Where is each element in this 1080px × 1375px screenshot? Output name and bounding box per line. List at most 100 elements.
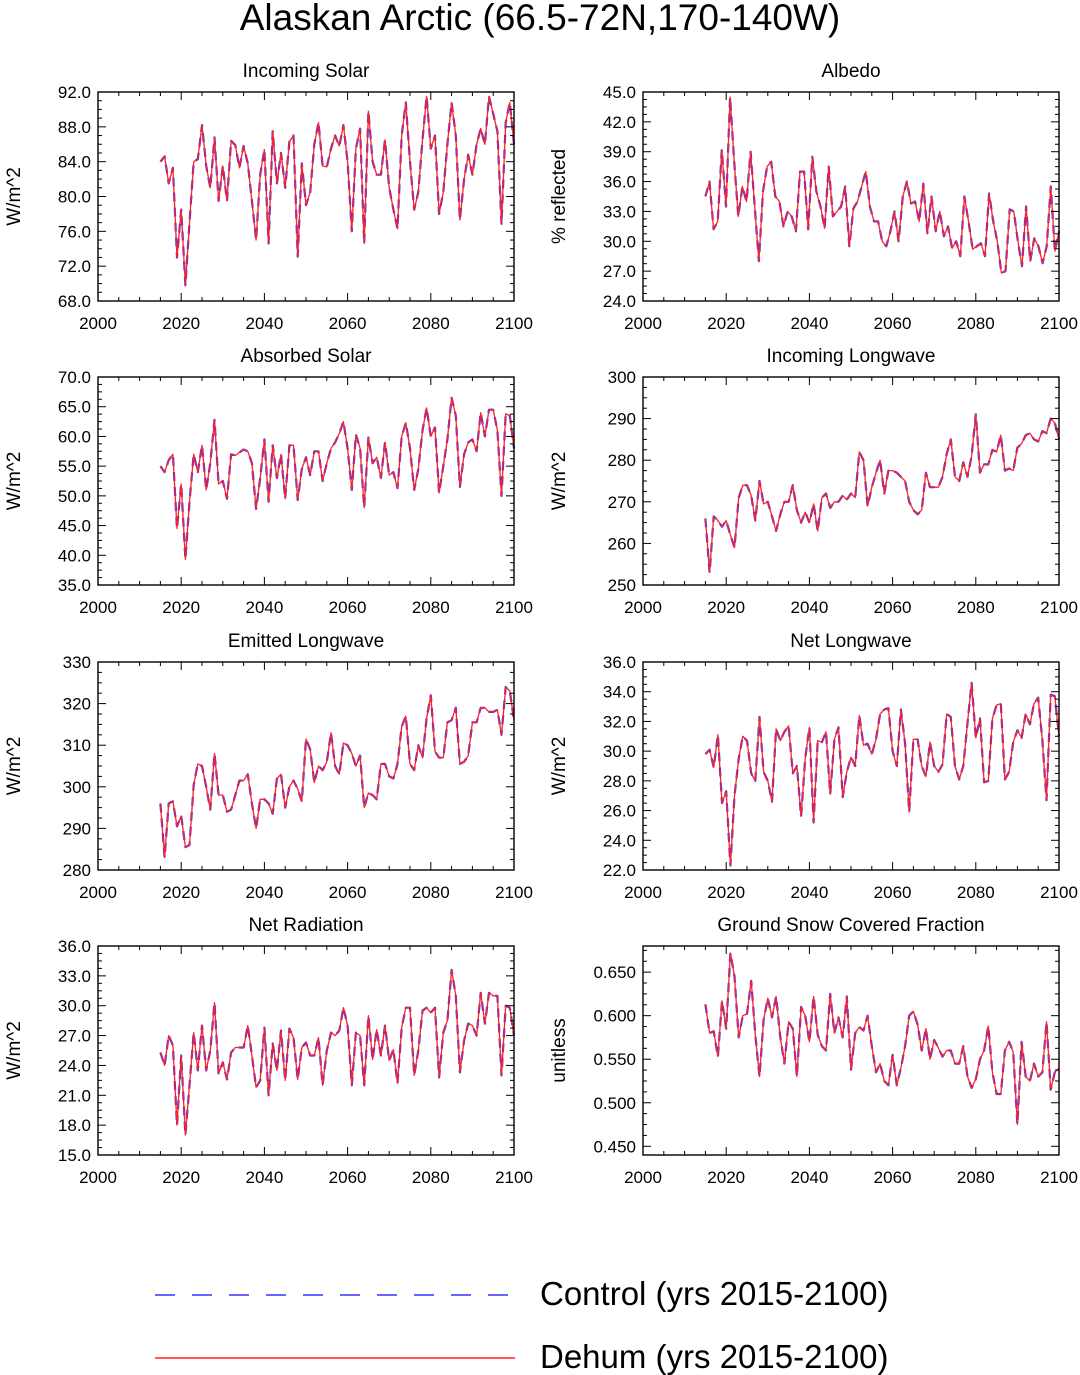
- panel-1: 2000 2020 2040 2060 2080 2100 24.0 27.0 30.0 33.0…: [549, 61, 1078, 333]
- series-line-dehum: [704, 952, 1060, 1126]
- y-tick-label: 50.0: [58, 487, 91, 506]
- series-line-dehum: [704, 682, 1060, 867]
- y-tick-label: 330: [63, 653, 91, 672]
- panel-title: Net Longwave: [790, 631, 911, 652]
- x-tick-label: 2100: [1040, 883, 1078, 902]
- y-axis-label: W/m^2: [4, 452, 25, 511]
- y-tick-label: 68.0: [58, 292, 91, 311]
- panel-7: 2000 2020 2040 2060 2080 2100 0.450 0.500 0.550 0…: [549, 915, 1078, 1187]
- y-tick-label: 300: [63, 778, 91, 797]
- x-tick-label: 2020: [707, 314, 745, 333]
- y-tick-label: 260: [608, 534, 636, 553]
- x-tick-label: 2020: [162, 314, 200, 333]
- panel-2: 2000 2020 2040 2060 2080 2100 35.0 40.0 45.0 50.0…: [4, 346, 533, 617]
- x-tick-label: 2020: [162, 598, 200, 617]
- y-tick-label: 55.0: [58, 457, 91, 476]
- x-tick-label: 2040: [245, 883, 283, 902]
- y-axis-label: % reflected: [549, 149, 570, 244]
- x-tick-label: 2040: [245, 1168, 283, 1187]
- x-tick-label: 2100: [1040, 314, 1078, 333]
- x-tick-label: 2020: [707, 598, 745, 617]
- y-tick-label: 24.0: [603, 292, 636, 311]
- series-line-control: [159, 968, 516, 1137]
- x-tick-label: 2020: [707, 1168, 745, 1187]
- x-tick-label: 2060: [874, 1168, 912, 1187]
- y-tick-label: 60.0: [58, 427, 91, 446]
- y-axis-label: W/m^2: [549, 737, 570, 796]
- x-tick-label: 2100: [495, 883, 533, 902]
- x-tick-label: 2080: [412, 598, 450, 617]
- y-tick-label: 35.0: [58, 576, 91, 595]
- x-tick-label: 2060: [874, 883, 912, 902]
- series-line-control: [704, 681, 1061, 867]
- x-tick-label: 2060: [329, 883, 367, 902]
- y-tick-label: 24.0: [603, 831, 636, 850]
- plot-frame: [97, 661, 515, 871]
- x-tick-label: 2080: [412, 1168, 450, 1187]
- y-tick-label: 39.0: [603, 143, 636, 162]
- y-tick-label: 290: [608, 410, 636, 429]
- y-tick-label: 36.0: [603, 173, 636, 192]
- y-tick-label: 0.500: [593, 1094, 636, 1113]
- y-tick-label: 27.0: [58, 1027, 91, 1046]
- y-tick-label: 22.0: [603, 861, 636, 880]
- panel-title: Ground Snow Covered Fraction: [717, 915, 984, 936]
- panel-3: 2000 2020 2040 2060 2080 2100 250 260 270 280 290 3…: [549, 346, 1078, 617]
- series-line-dehum: [704, 413, 1060, 574]
- x-tick-label: 2100: [495, 1168, 533, 1187]
- panel-title: Incoming Solar: [243, 61, 370, 82]
- y-tick-label: 34.0: [603, 683, 636, 702]
- series-line-dehum: [159, 95, 515, 286]
- y-axis-label: W/m^2: [4, 1021, 25, 1080]
- y-axis-label: W/m^2: [549, 452, 570, 511]
- y-tick-label: 88.0: [58, 118, 91, 137]
- x-tick-label: 2020: [162, 883, 200, 902]
- y-tick-label: 15.0: [58, 1146, 91, 1165]
- main-title: Alaskan Arctic (66.5-72N,170-140W): [240, 0, 841, 38]
- legend-dehum-label: Dehum (yrs 2015-2100): [540, 1338, 889, 1375]
- y-tick-label: 280: [63, 861, 91, 880]
- y-tick-label: 24.0: [58, 1056, 91, 1075]
- x-tick-label: 2060: [329, 314, 367, 333]
- y-tick-label: 45.0: [603, 83, 636, 102]
- x-tick-label: 2000: [624, 314, 662, 333]
- panel-title: Emitted Longwave: [228, 631, 384, 652]
- x-tick-label: 2060: [329, 598, 367, 617]
- x-tick-label: 2080: [957, 314, 995, 333]
- x-tick-label: 2100: [495, 314, 533, 333]
- y-axis-label: unitless: [549, 1018, 570, 1082]
- y-tick-label: 0.600: [593, 1007, 636, 1026]
- panel-5: 2000 2020 2040 2060 2080 2100 22.0 24.0 26.0 28.0…: [549, 631, 1078, 902]
- x-tick-label: 2080: [957, 883, 995, 902]
- x-tick-label: 2080: [957, 1168, 995, 1187]
- y-tick-label: 84.0: [58, 153, 91, 172]
- y-tick-label: 27.0: [603, 262, 636, 281]
- x-tick-label: 2080: [412, 314, 450, 333]
- x-tick-label: 2040: [790, 598, 828, 617]
- y-tick-label: 70.0: [58, 368, 91, 387]
- panel-title: Albedo: [821, 61, 880, 82]
- series-line-control: [704, 95, 1061, 275]
- x-tick-label: 2040: [245, 314, 283, 333]
- y-tick-label: 0.450: [593, 1137, 636, 1156]
- y-tick-label: 32.0: [603, 712, 636, 731]
- y-tick-label: 26.0: [603, 802, 636, 821]
- x-tick-label: 2040: [790, 883, 828, 902]
- y-tick-label: 72.0: [58, 257, 91, 276]
- y-tick-label: 42.0: [603, 113, 636, 132]
- y-tick-label: 33.0: [58, 967, 91, 986]
- y-tick-label: 76.0: [58, 222, 91, 241]
- x-tick-label: 2000: [79, 1168, 117, 1187]
- y-tick-label: 0.650: [593, 963, 636, 982]
- y-tick-label: 36.0: [603, 653, 636, 672]
- x-tick-label: 2020: [162, 1168, 200, 1187]
- y-tick-label: 300: [608, 368, 636, 387]
- series-line-control: [159, 95, 516, 287]
- y-tick-label: 33.0: [603, 202, 636, 221]
- y-tick-label: 21.0: [58, 1086, 91, 1105]
- x-tick-label: 2100: [1040, 598, 1078, 617]
- y-tick-label: 30.0: [58, 997, 91, 1016]
- x-tick-label: 2000: [624, 883, 662, 902]
- x-tick-label: 2000: [79, 314, 117, 333]
